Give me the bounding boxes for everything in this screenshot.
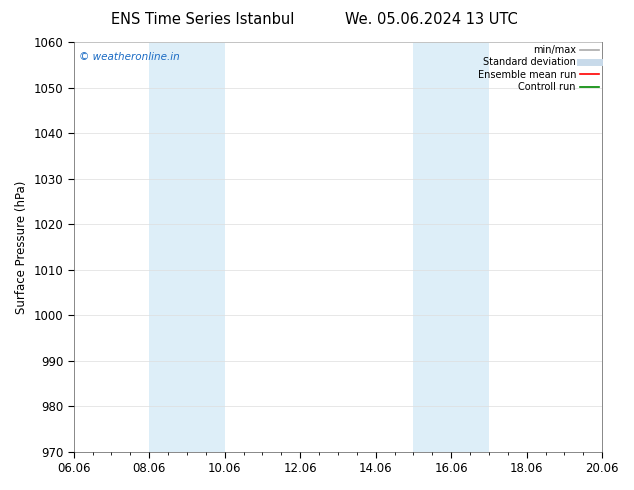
Text: ENS Time Series Istanbul: ENS Time Series Istanbul: [111, 12, 295, 27]
Text: © weatheronline.in: © weatheronline.in: [79, 52, 180, 62]
Bar: [149, 42, 224, 452]
Text: We. 05.06.2024 13 UTC: We. 05.06.2024 13 UTC: [345, 12, 517, 27]
Bar: [413, 42, 489, 452]
Legend: min/max, Standard deviation, Ensemble mean run, Controll run: min/max, Standard deviation, Ensemble me…: [477, 44, 600, 93]
Y-axis label: Surface Pressure (hPa): Surface Pressure (hPa): [15, 180, 28, 314]
